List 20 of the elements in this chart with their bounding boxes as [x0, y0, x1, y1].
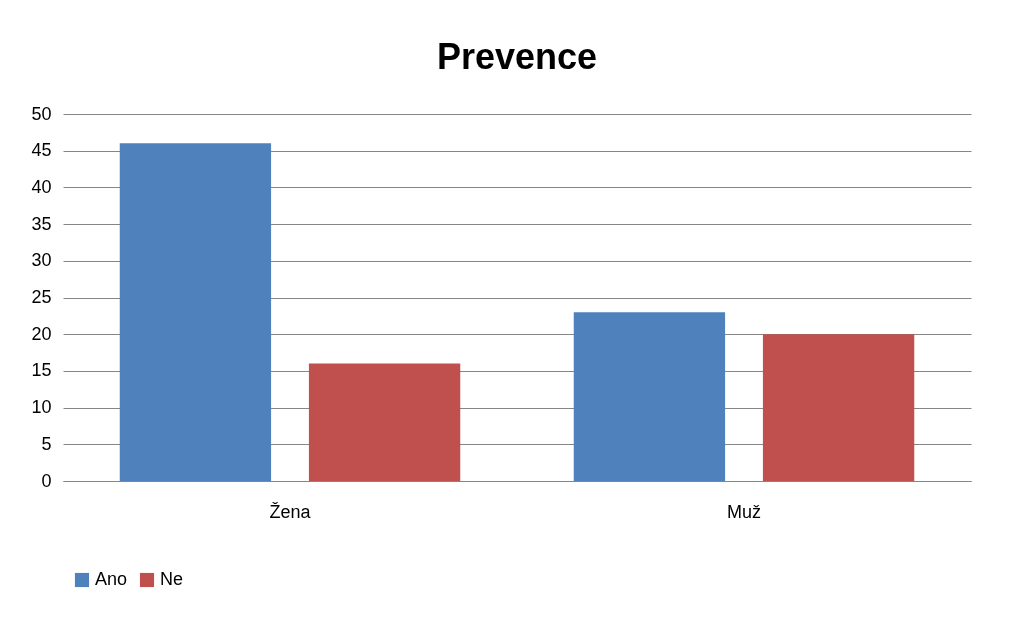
legend-label: Ano — [95, 569, 128, 589]
y-tick-label: 25 — [31, 287, 52, 307]
legend-label: Ne — [160, 569, 184, 589]
bar — [762, 334, 915, 481]
y-tick-label: 35 — [31, 213, 52, 234]
y-tick-label: 10 — [31, 397, 52, 418]
x-tick-label: Muž — [726, 501, 762, 522]
y-tick-label: 40 — [31, 176, 52, 197]
bar — [573, 312, 726, 481]
x-tick-label: Žena — [269, 501, 312, 522]
y-tick-label: 20 — [31, 323, 52, 344]
bar — [308, 363, 461, 481]
y-tick-label: 30 — [31, 250, 52, 271]
chart-title: Prevence — [436, 36, 598, 77]
y-tick-label: 50 — [31, 103, 52, 124]
y-tick-label: 15 — [31, 360, 52, 381]
y-tick-label: 5 — [41, 433, 52, 454]
y-tick-label: 45 — [31, 140, 52, 161]
y-tick-label: 0 — [41, 470, 52, 491]
bar — [119, 143, 272, 481]
